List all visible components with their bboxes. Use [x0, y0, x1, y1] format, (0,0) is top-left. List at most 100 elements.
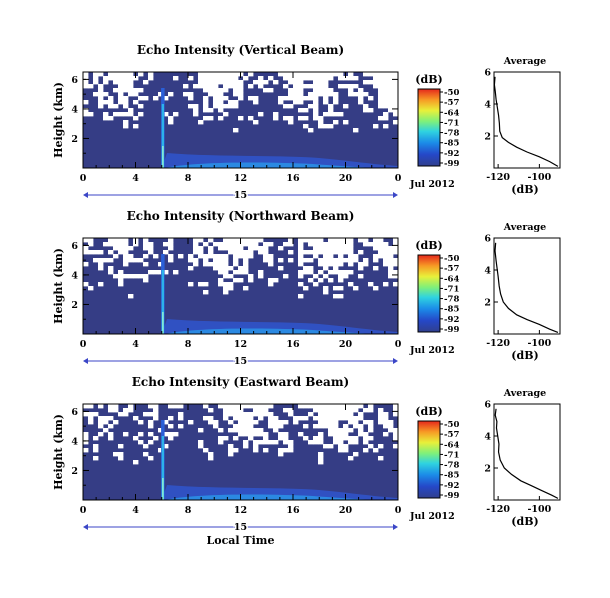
no-echo-cell [243, 404, 249, 409]
no-echo-cell [223, 246, 229, 251]
no-echo-cell [318, 270, 324, 275]
no-echo-cell [198, 76, 204, 81]
no-echo-cell [188, 258, 194, 263]
no-echo-cell [303, 124, 309, 129]
no-echo-cell [128, 80, 134, 85]
no-echo-cell [238, 420, 244, 425]
no-echo-cell [298, 92, 304, 97]
no-echo-cell [298, 416, 304, 421]
no-echo-cell [193, 238, 199, 243]
no-echo-cell [158, 92, 164, 97]
no-echo-cell [148, 440, 154, 445]
no-echo-cell [378, 100, 384, 105]
no-echo-cell [393, 92, 399, 97]
echo-spike-core [161, 270, 164, 334]
no-echo-cell [108, 436, 114, 441]
no-echo-cell [393, 238, 399, 243]
no-echo-cell [323, 246, 329, 251]
no-echo-cell [228, 242, 234, 247]
no-echo-cell [118, 282, 124, 287]
no-echo-cell [383, 258, 389, 263]
no-echo-cell [363, 104, 369, 109]
no-echo-cell [148, 72, 154, 77]
no-echo-cell [258, 76, 264, 81]
no-echo-cell [108, 416, 114, 421]
no-echo-cell [233, 448, 239, 453]
no-echo-cell [328, 92, 334, 97]
no-echo-cell [348, 270, 354, 275]
no-echo-cell [298, 108, 304, 113]
no-echo-cell [323, 80, 329, 85]
no-echo-cell [298, 80, 304, 85]
no-echo-cell [283, 420, 289, 425]
x-tick-label: 4 [132, 505, 139, 516]
no-echo-cell [213, 420, 219, 425]
colorbar-tick-label: -57 [444, 430, 459, 440]
no-echo-cell [393, 270, 399, 275]
no-echo-cell [123, 84, 129, 89]
no-echo-cell [333, 424, 339, 429]
no-echo-cell [233, 416, 239, 421]
no-echo-cell [213, 88, 219, 93]
no-echo-cell [233, 88, 239, 93]
no-echo-cell [83, 238, 89, 243]
no-echo-cell [118, 84, 124, 89]
no-echo-cell [328, 258, 334, 263]
no-echo-cell [338, 436, 344, 441]
no-echo-cell [143, 262, 149, 267]
no-echo-cell [253, 408, 259, 413]
no-echo-cell [333, 100, 339, 105]
no-echo-cell [113, 452, 119, 457]
no-echo-cell [273, 278, 279, 283]
no-echo-cell [348, 246, 354, 251]
no-echo-cell [308, 238, 314, 243]
no-echo-cell [338, 448, 344, 453]
no-echo-cell [328, 254, 334, 259]
no-echo-cell [113, 404, 119, 409]
no-echo-cell [223, 242, 229, 247]
no-echo-cell [343, 424, 349, 429]
no-echo-cell [98, 420, 104, 425]
no-echo-cell [103, 116, 109, 121]
x-tick-label: 0 [80, 505, 87, 516]
no-echo-cell [133, 88, 139, 93]
no-echo-cell [213, 262, 219, 267]
no-echo-cell [213, 80, 219, 85]
no-echo-cell [383, 112, 389, 117]
no-echo-cell [328, 112, 334, 117]
no-echo-cell [353, 84, 359, 89]
no-echo-cell [223, 112, 229, 117]
no-echo-cell [228, 80, 234, 85]
no-echo-cell [98, 100, 104, 105]
no-echo-cell [238, 278, 244, 283]
no-echo-cell [368, 72, 374, 77]
no-echo-cell [128, 88, 134, 93]
no-echo-cell [358, 274, 364, 279]
no-echo-cell [373, 72, 379, 77]
no-echo-cell [288, 80, 294, 85]
no-echo-cell [258, 84, 264, 89]
no-echo-cell [103, 242, 109, 247]
x-tick-label: 0 [80, 339, 87, 350]
heatmap-yticks: 2 4 6 [71, 407, 398, 486]
no-echo-cell [243, 440, 249, 445]
no-echo-cell [178, 254, 184, 259]
no-echo-cell [233, 128, 239, 133]
no-echo-cell [308, 92, 314, 97]
no-echo-cell [98, 84, 104, 89]
colorbar-tick-label: -92 [444, 315, 459, 325]
heatmap-yticks: 2 4 6 [71, 241, 398, 320]
colorbar-tick-label: -71 [444, 284, 459, 294]
no-echo-cell [173, 112, 179, 117]
no-echo-cell [323, 254, 329, 259]
no-echo-cell [248, 424, 254, 429]
no-echo-cell [343, 120, 349, 125]
no-echo-cell [138, 440, 144, 445]
no-echo-cell [303, 286, 309, 291]
no-echo-cell [218, 100, 224, 105]
no-echo-cell [338, 428, 344, 433]
no-echo-cell [378, 84, 384, 89]
no-echo-cell [138, 432, 144, 437]
no-echo-cell [188, 92, 194, 97]
no-echo-cell [378, 416, 384, 421]
